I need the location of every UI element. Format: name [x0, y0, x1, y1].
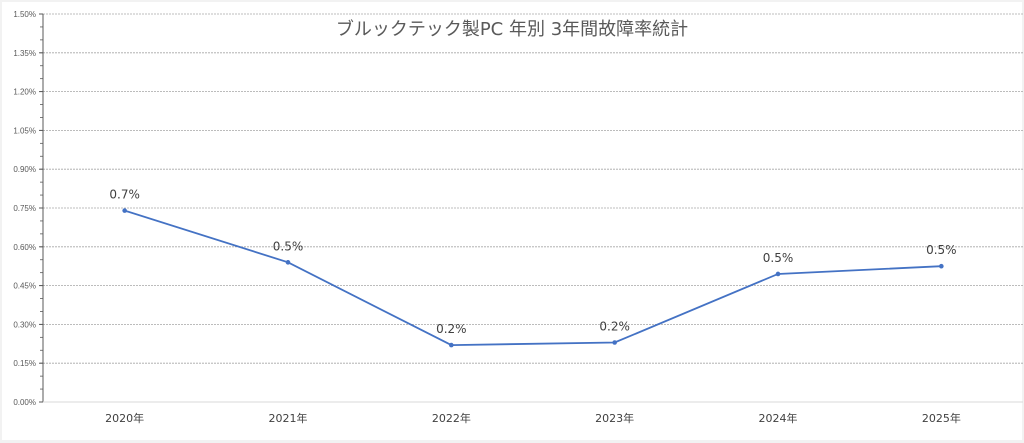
y-tick-label: 1.35% [13, 49, 36, 58]
y-tick-label: 0.45% [13, 282, 36, 291]
data-label: 0.5% [273, 239, 304, 253]
series-line [124, 209, 942, 346]
x-tick-label: 2025年 [922, 411, 961, 425]
x-tick-label: 2020年 [105, 411, 144, 425]
data-point [449, 342, 454, 348]
y-tick-label: 1.05% [13, 126, 36, 135]
data-point [775, 271, 781, 277]
y-tick-label: 0.90% [13, 165, 36, 174]
x-tick-label: 2023年 [595, 411, 634, 425]
data-label: 0.5% [763, 251, 794, 265]
chart-title: ブルックテック製PC 年別 3年間故障率統計 [336, 18, 688, 40]
y-tick-label: 1.20% [13, 88, 36, 97]
y-tick-label: 0.15% [13, 359, 36, 368]
data-label: 0.7% [109, 188, 140, 202]
data-point [939, 263, 944, 269]
y-tick-label: 0.75% [13, 204, 36, 213]
y-tick-label: 0.60% [13, 243, 36, 252]
data-label: 0.2% [599, 320, 630, 334]
y-tick-label: 1.50% [13, 10, 36, 19]
data-point [612, 340, 617, 345]
y-tick-label: 0.00% [13, 398, 36, 407]
y-tick-label: 0.30% [13, 320, 36, 329]
data-label: 0.2% [436, 322, 467, 336]
data-point [122, 208, 127, 213]
data-point [285, 260, 291, 265]
x-tick-label: 2022年 [432, 411, 471, 425]
data-label: 0.5% [926, 243, 957, 257]
x-tick-label: 2021年 [269, 411, 308, 425]
x-tick-label: 2024年 [759, 411, 798, 425]
